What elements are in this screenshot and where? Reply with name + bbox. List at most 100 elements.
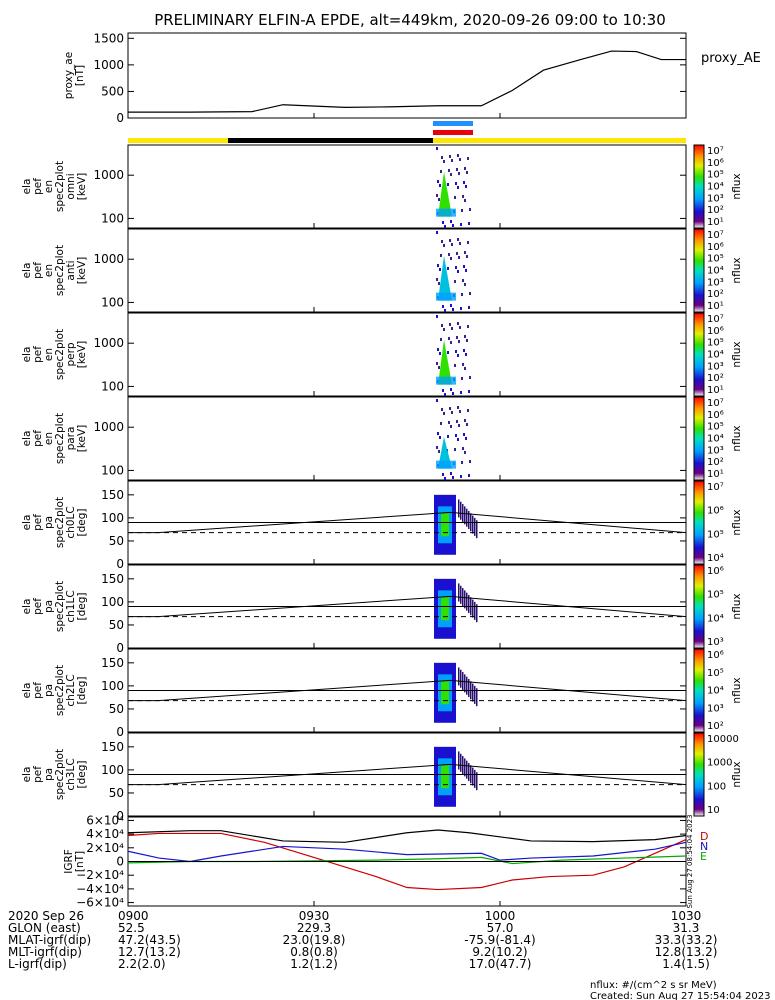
ylabel-line: ela (21, 683, 33, 699)
ephemeris-table: 2020 Sep 26 0900 0930 1000 1030 GLON (east) 52… (8, 909, 717, 971)
spectrogram-pixel (456, 420, 458, 423)
spectrogram-pixel (436, 278, 438, 281)
spectrogram-pixel (452, 224, 454, 227)
spectrogram-pixel (468, 222, 470, 225)
table-cell: 33.3(33.2) (655, 933, 718, 947)
spectrogram-pixel (467, 157, 469, 160)
ylabel-line: pa (43, 684, 55, 697)
spectrogram-pixel (457, 406, 459, 409)
pa-spectrogram-streak (468, 594, 470, 613)
ylabel-line: perp (65, 342, 77, 366)
pa-spectrogram-streak (472, 683, 474, 702)
ylabel-line: spec2plot (54, 749, 66, 800)
ytick-label: 6×10⁴ (86, 813, 124, 827)
ylabel-line: spec2plot (54, 581, 66, 632)
spectrogram-pixel (437, 264, 439, 267)
spectrogram-pixel (457, 238, 459, 241)
spectrogram-pixel (449, 239, 451, 242)
colorbar-tick: 10⁴ (707, 553, 724, 564)
spectrogram-pixel (441, 324, 443, 327)
spectrogram-pixel (440, 338, 442, 341)
spectrogram-pixel (460, 307, 462, 310)
colorbar (693, 732, 705, 817)
colorbar-tick: 10⁴ (707, 686, 724, 697)
panel-ch1LC: ela pef pa spec2plot ch1LC [deg] 150 100 50 0 10⁶ 1… (21, 564, 743, 655)
science-bar-red (433, 130, 473, 135)
spectrogram-pixel (461, 377, 463, 380)
spectrogram-pixel (461, 293, 463, 296)
colorbar-tick: 10⁷ (707, 146, 724, 157)
colorbar-tick: 10⁶ (707, 326, 724, 337)
spectrogram-pixel (438, 282, 440, 285)
spectrogram-pixel (450, 341, 452, 344)
spectrogram-pixel (436, 231, 438, 234)
ylabel-line: ela (21, 431, 33, 447)
spectrogram-pixel (463, 265, 465, 268)
spectrogram-pixel (463, 181, 465, 184)
spectrogram-pixel (465, 269, 467, 272)
ytick-label: 0 (116, 111, 124, 125)
spectrogram-pixel (455, 434, 457, 437)
spectrogram-core (438, 255, 452, 301)
spectrogram-pixel (444, 309, 446, 312)
legend-proxy-ae: proxy_AE (701, 51, 761, 66)
colorbar-tick: 10³ (707, 361, 724, 372)
table-cell: 31.3 (673, 921, 700, 935)
pa-spectrogram-streak (460, 501, 462, 520)
spectrogram-pixel (451, 327, 453, 330)
colorbar-tick: 1000 (707, 758, 732, 769)
ytick-label: 100 (101, 763, 124, 777)
spectrogram-base (436, 292, 456, 301)
pa-spectrogram-core (441, 597, 449, 621)
spectrogram-pixel (457, 186, 459, 189)
colorbar-label: nflux (731, 677, 743, 703)
ytick-label: 100 (101, 595, 124, 609)
colorbar-label: nflux (731, 341, 743, 367)
colorbar-tick: 10⁶ (707, 158, 724, 169)
colorbar-tick: 10⁵ (707, 668, 724, 679)
spectrogram-pixel (462, 279, 464, 282)
spectrogram-pixel (467, 409, 469, 412)
spectrogram-pixel (457, 154, 459, 157)
ylabel-line: para (65, 427, 77, 451)
ylabel-line: proxy_ae (63, 52, 75, 99)
ylabel-line: anti (65, 260, 77, 280)
spectrogram-pixel (457, 270, 459, 273)
footer-units: nflux: #/(cm^2 s sr MeV) (590, 980, 717, 991)
table-row-label: MLAT-igrf(dip) (8, 933, 91, 947)
spectrogram-pixel (443, 328, 445, 331)
table-row-label: GLON (east) (8, 921, 81, 935)
table-cell: 23.0(19.8) (283, 933, 346, 947)
spectrogram-pixel (449, 323, 451, 326)
ylabel-line: [deg] (76, 761, 88, 789)
spectrogram-pixel (462, 363, 464, 366)
table-cell: 1030 (671, 909, 702, 923)
ytick-label: 1000 (93, 336, 124, 350)
spectrogram-pixel (436, 315, 438, 318)
table-cell: 52.5 (118, 921, 145, 935)
panel-proxy_ae: proxy_ae [nT] 1500 1000 500 0 proxy_AE (63, 31, 761, 125)
status-bars (128, 121, 686, 143)
ylabel-line: en (43, 180, 55, 193)
panel-omni: ela pef en spec2plot omni [keV] 100010010⁷10⁶1… (21, 144, 743, 229)
spectrogram-pixel (459, 326, 461, 329)
spectrogram-pixel (458, 256, 460, 259)
ylabel-line: ela (21, 347, 33, 363)
spectrogram-pixel (466, 255, 468, 258)
ytick-label: 50 (109, 618, 124, 632)
pa-spectrogram-streak (476, 688, 478, 707)
colorbar-label: nflux (731, 425, 743, 451)
spectrogram-pixel (450, 257, 452, 260)
spectrogram-pixel (464, 167, 466, 170)
ylabel-line: [nT] (74, 65, 86, 86)
ytick-label: 150 (101, 488, 124, 502)
colorbar-tick: 10⁷ (707, 398, 724, 409)
table-cell: 229.3 (297, 921, 331, 935)
spectrogram-pixel (440, 422, 442, 425)
ylabel-line: pa (43, 600, 55, 613)
spectrogram-pixel (438, 198, 440, 201)
spectrogram-pixel (467, 325, 469, 328)
spectrogram-pixel (460, 223, 462, 226)
ylabel-line: spec2plot (54, 497, 66, 548)
